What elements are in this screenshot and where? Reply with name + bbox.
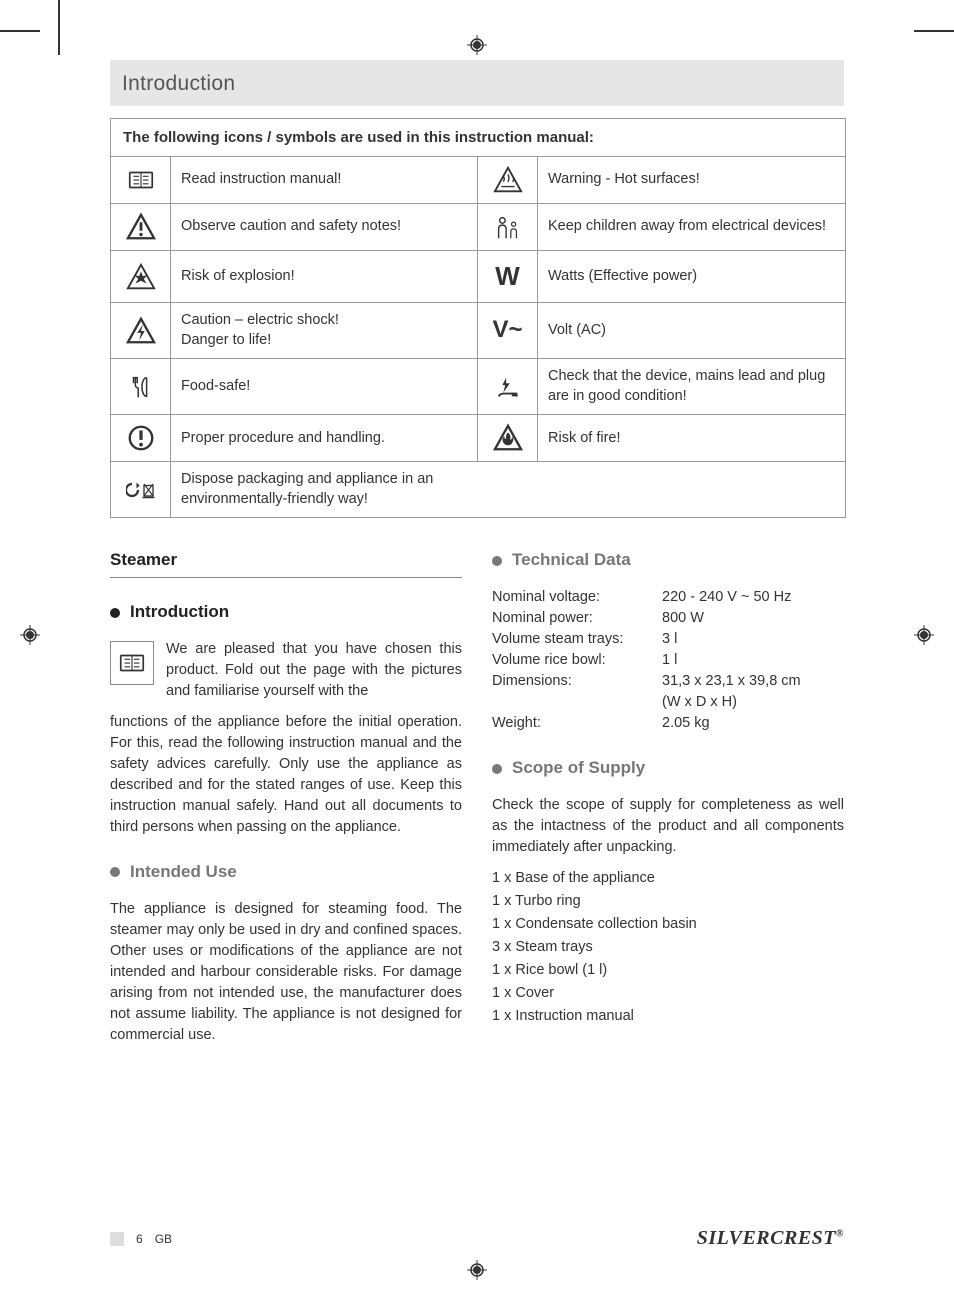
tech-data-list: Nominal voltage:220 - 240 V ~ 50 Hz Nomi…	[492, 587, 844, 734]
crop-mark	[0, 30, 40, 32]
tech-row: Weight:2.05 kg	[492, 713, 844, 734]
explosion-icon	[111, 251, 171, 303]
volt-ac-icon: V~	[478, 303, 538, 359]
tech-label: Dimensions:	[492, 671, 662, 692]
list-item: 1 x Cover	[492, 983, 844, 1004]
symbol-text: Read instruction manual!	[171, 157, 478, 204]
tech-row: Volume steam trays:3 l	[492, 629, 844, 650]
symbol-table: The following icons / symbols are used i…	[110, 118, 846, 518]
heading-scope-of-supply: Scope of Supply	[492, 756, 844, 781]
intro-text-1: We are pleased that you have chosen this…	[166, 639, 462, 702]
brand-part-2: CREST	[770, 1227, 836, 1249]
symbol-text: Dispose packaging and appliance in an en…	[171, 462, 478, 517]
symbol-table-caption: The following icons / symbols are used i…	[111, 119, 845, 157]
intro-text-2: functions of the appliance before the in…	[110, 712, 462, 838]
symbol-text: Check that the device, mains lead and pl…	[538, 359, 845, 415]
check-device-icon	[478, 359, 538, 415]
symbol-text: Observe caution and safety notes!	[171, 204, 478, 251]
tech-value: 220 - 240 V ~ 50 Hz	[662, 587, 844, 608]
crop-mark	[914, 30, 954, 32]
content-columns: Steamer Introduction We are pleased that…	[110, 548, 844, 1055]
list-item: 1 x Condensate collection basin	[492, 914, 844, 935]
electric-shock-icon	[111, 303, 171, 359]
keep-children-away-icon	[478, 204, 538, 251]
right-column: Technical Data Nominal voltage:220 - 240…	[492, 548, 844, 1055]
tech-label: Weight:	[492, 713, 662, 734]
tech-value: 2.05 kg	[662, 713, 844, 734]
list-item: 1 x Rice bowl (1 l)	[492, 960, 844, 981]
table-row: Caution – electric shock! Danger to life…	[111, 303, 845, 359]
symbol-text: Proper procedure and handling.	[171, 415, 478, 462]
food-safe-icon	[111, 359, 171, 415]
symbol-text: Volt (AC)	[538, 303, 845, 359]
header-band: Introduction	[110, 60, 844, 106]
list-item: 1 x Turbo ring	[492, 891, 844, 912]
tech-value: 31,3 x 23,1 x 39,8 cm	[662, 671, 844, 692]
tech-row: (W x D x H)	[492, 692, 844, 713]
tech-value: 3 l	[662, 629, 844, 650]
hot-surface-icon	[478, 157, 538, 204]
symbol-text: Risk of fire!	[538, 415, 845, 462]
heading-technical-data: Technical Data	[492, 548, 844, 573]
fire-risk-icon	[478, 415, 538, 462]
intended-use-text: The appliance is designed for steaming f…	[110, 899, 462, 1046]
tech-value: (W x D x H)	[662, 692, 844, 713]
brand-reg-mark: ®	[836, 1228, 844, 1239]
tech-value: 800 W	[662, 608, 844, 629]
scope-list: 1 x Base of the appliance 1 x Turbo ring…	[492, 868, 844, 1027]
table-row: Food-safe! Check that the device, mains …	[111, 359, 845, 415]
page-lang: GB	[155, 1232, 172, 1246]
table-row: Risk of explosion! W Watts (Effective po…	[111, 251, 845, 303]
watts-icon: W	[478, 251, 538, 303]
registration-mark-icon	[914, 625, 934, 645]
page-number: 6	[136, 1232, 143, 1246]
table-row: Dispose packaging and appliance in an en…	[111, 462, 845, 517]
heading-intended-use: Intended Use	[110, 860, 462, 885]
brand-part-1: SILVER	[697, 1227, 770, 1249]
table-row: Read instruction manual! Warning - Hot s…	[111, 157, 845, 204]
heading-introduction: Introduction	[110, 600, 462, 625]
symbol-text: Risk of explosion!	[171, 251, 478, 303]
brand-logo: SILVERCREST®	[697, 1227, 844, 1250]
list-item: 3 x Steam trays	[492, 937, 844, 958]
page-number-block: 6 GB	[110, 1232, 172, 1246]
page: Introduction The following icons / symbo…	[0, 0, 954, 1305]
tech-row: Nominal power:800 W	[492, 608, 844, 629]
tech-label: Nominal power:	[492, 608, 662, 629]
section-title-steamer: Steamer	[110, 548, 462, 578]
tech-label: Volume rice bowl:	[492, 650, 662, 671]
left-column: Steamer Introduction We are pleased that…	[110, 548, 462, 1055]
page-header-title: Introduction	[122, 72, 832, 96]
symbol-text: Food-safe!	[171, 359, 478, 415]
symbol-text: Watts (Effective power)	[538, 251, 845, 303]
registration-mark-icon	[467, 35, 487, 55]
manual-icon	[110, 641, 154, 685]
list-item: 1 x Base of the appliance	[492, 868, 844, 889]
page-footer: 6 GB SILVERCREST®	[110, 1227, 844, 1250]
dispose-icon	[111, 462, 171, 517]
scope-intro-text: Check the scope of supply for completene…	[492, 795, 844, 858]
table-row: Observe caution and safety notes! Keep c…	[111, 204, 845, 251]
table-row: Proper procedure and handling. Risk of f…	[111, 415, 845, 462]
page-num-decoration	[110, 1232, 124, 1246]
symbol-text: Warning - Hot surfaces!	[538, 157, 845, 204]
intro-block: We are pleased that you have chosen this…	[110, 639, 462, 712]
registration-mark-icon	[467, 1260, 487, 1280]
symbol-text: Caution – electric shock! Danger to life…	[171, 303, 478, 359]
tech-label: Volume steam trays:	[492, 629, 662, 650]
tech-label	[492, 692, 662, 713]
tech-row: Dimensions:31,3 x 23,1 x 39,8 cm	[492, 671, 844, 692]
registration-mark-icon	[20, 625, 40, 645]
tech-row: Nominal voltage:220 - 240 V ~ 50 Hz	[492, 587, 844, 608]
tech-value: 1 l	[662, 650, 844, 671]
caution-icon	[111, 204, 171, 251]
tech-row: Volume rice bowl:1 l	[492, 650, 844, 671]
tech-label: Nominal voltage:	[492, 587, 662, 608]
symbol-text: Keep children away from electrical devic…	[538, 204, 845, 251]
crop-mark	[58, 0, 60, 55]
proper-handling-icon	[111, 415, 171, 462]
manual-icon	[111, 157, 171, 204]
list-item: 1 x Instruction manual	[492, 1006, 844, 1027]
